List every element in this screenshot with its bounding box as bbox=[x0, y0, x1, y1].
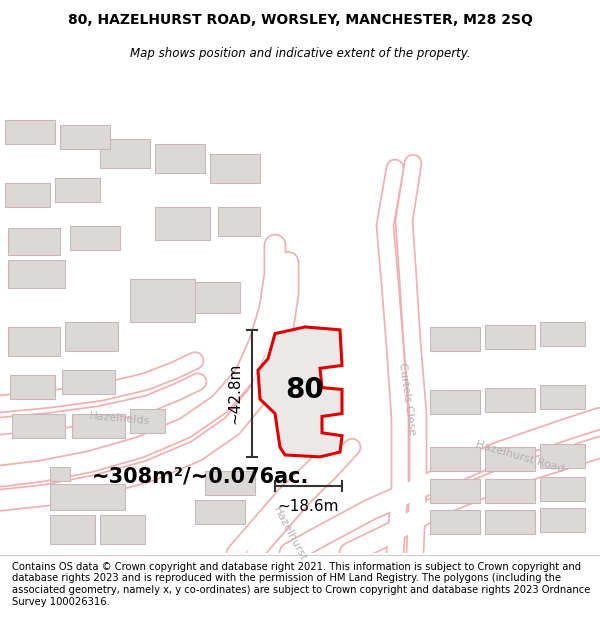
Polygon shape bbox=[5, 120, 55, 144]
Polygon shape bbox=[485, 448, 535, 471]
Polygon shape bbox=[540, 322, 585, 346]
Polygon shape bbox=[50, 514, 95, 544]
Polygon shape bbox=[540, 384, 585, 409]
Polygon shape bbox=[72, 414, 125, 437]
Text: Curtels Close: Curtels Close bbox=[397, 362, 417, 436]
Polygon shape bbox=[8, 327, 60, 356]
Polygon shape bbox=[62, 370, 115, 394]
Polygon shape bbox=[540, 508, 585, 532]
Text: Hazelhurst Road: Hazelhurst Road bbox=[475, 439, 565, 474]
Polygon shape bbox=[258, 327, 342, 457]
Polygon shape bbox=[60, 125, 110, 149]
Text: Contains OS data © Crown copyright and database right 2021. This information is : Contains OS data © Crown copyright and d… bbox=[12, 562, 590, 606]
Polygon shape bbox=[485, 388, 535, 412]
Polygon shape bbox=[50, 484, 125, 510]
Polygon shape bbox=[65, 322, 118, 351]
Polygon shape bbox=[155, 144, 205, 173]
Polygon shape bbox=[130, 279, 195, 322]
Text: ~42.8m: ~42.8m bbox=[227, 362, 242, 424]
Polygon shape bbox=[195, 500, 245, 524]
Text: 80: 80 bbox=[286, 376, 325, 404]
Text: ~18.6m: ~18.6m bbox=[278, 499, 339, 514]
Polygon shape bbox=[485, 510, 535, 534]
Polygon shape bbox=[540, 444, 585, 468]
Polygon shape bbox=[55, 177, 100, 202]
Text: 80, HAZELHURST ROAD, WORSLEY, MANCHESTER, M28 2SQ: 80, HAZELHURST ROAD, WORSLEY, MANCHESTER… bbox=[68, 13, 532, 27]
Polygon shape bbox=[430, 448, 480, 471]
Text: Hazelhurst: Hazelhurst bbox=[271, 505, 308, 562]
Polygon shape bbox=[210, 154, 260, 182]
Text: Map shows position and indicative extent of the property.: Map shows position and indicative extent… bbox=[130, 47, 470, 59]
Polygon shape bbox=[50, 466, 70, 481]
Polygon shape bbox=[430, 510, 480, 534]
Polygon shape bbox=[8, 228, 60, 255]
Polygon shape bbox=[430, 327, 480, 351]
Polygon shape bbox=[155, 207, 210, 240]
Polygon shape bbox=[430, 479, 480, 503]
Polygon shape bbox=[485, 325, 535, 349]
Polygon shape bbox=[130, 409, 165, 432]
Polygon shape bbox=[12, 414, 65, 437]
Polygon shape bbox=[195, 282, 240, 312]
Polygon shape bbox=[218, 207, 260, 236]
Polygon shape bbox=[485, 479, 535, 503]
Polygon shape bbox=[5, 182, 50, 207]
Polygon shape bbox=[100, 514, 145, 544]
Polygon shape bbox=[540, 477, 585, 501]
Polygon shape bbox=[10, 375, 55, 399]
Polygon shape bbox=[100, 139, 150, 168]
Text: Hazelfields: Hazelfields bbox=[89, 411, 151, 426]
Polygon shape bbox=[70, 226, 120, 250]
Polygon shape bbox=[8, 259, 65, 289]
Polygon shape bbox=[430, 389, 480, 414]
Text: ~308m²/~0.076ac.: ~308m²/~0.076ac. bbox=[91, 466, 308, 486]
Polygon shape bbox=[205, 471, 255, 496]
